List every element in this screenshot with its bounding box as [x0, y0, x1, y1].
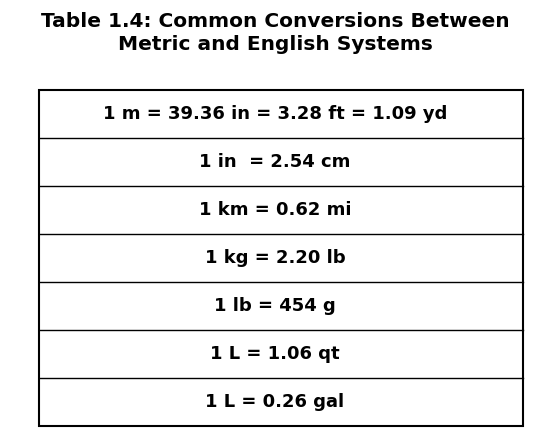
Text: 1 L = 1.06 qt: 1 L = 1.06 qt — [210, 345, 340, 363]
Text: Table 1.4: Common Conversions Between
Metric and English Systems: Table 1.4: Common Conversions Between Me… — [41, 11, 509, 54]
FancyBboxPatch shape — [39, 90, 522, 426]
Text: 1 L = 0.26 gal: 1 L = 0.26 gal — [206, 393, 344, 411]
Text: 1 m = 39.36 in = 3.28 ft = 1.09 yd: 1 m = 39.36 in = 3.28 ft = 1.09 yd — [103, 104, 447, 123]
Text: 1 in  = 2.54 cm: 1 in = 2.54 cm — [199, 153, 351, 171]
Text: 1 km = 0.62 mi: 1 km = 0.62 mi — [199, 201, 351, 219]
Text: 1 kg = 2.20 lb: 1 kg = 2.20 lb — [205, 249, 345, 267]
Text: 1 lb = 454 g: 1 lb = 454 g — [214, 297, 336, 315]
